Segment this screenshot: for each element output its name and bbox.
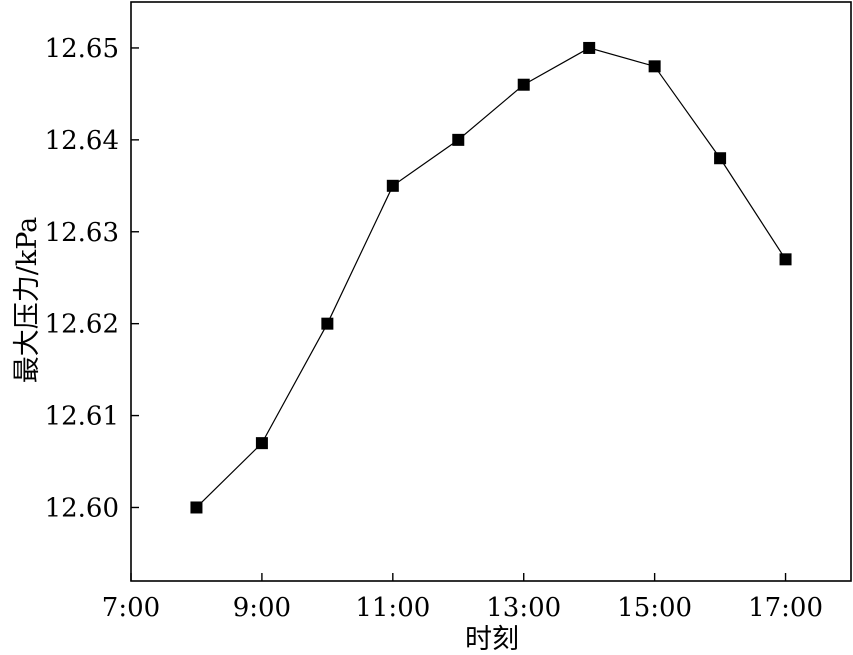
x-tick-label: 13:00: [486, 593, 561, 623]
y-tick-label: 12.62: [45, 310, 119, 340]
y-tick-label: 12.61: [45, 402, 119, 432]
data-point-marker: [583, 41, 596, 54]
x-tick-label: 11:00: [355, 593, 430, 623]
data-point-marker: [321, 317, 334, 330]
y-tick-label: 12.64: [45, 126, 119, 156]
plot-frame: [130, 1, 852, 582]
x-tick-label: 9:00: [233, 593, 291, 623]
x-tick-label: 15:00: [617, 593, 692, 623]
series-layer: [190, 41, 792, 514]
data-point-marker: [714, 152, 727, 165]
x-axis-title: 时刻: [465, 624, 519, 655]
y-tick-label: 12.65: [45, 34, 119, 64]
y-tick-label: 12.63: [45, 218, 119, 248]
series-line: [196, 47, 787, 508]
data-point-marker: [517, 78, 530, 91]
data-point-marker: [648, 60, 661, 73]
data-point-marker: [779, 253, 792, 266]
data-point-marker: [255, 437, 268, 450]
data-point-marker: [452, 133, 465, 146]
y-axis: 12.60 12.61 12.62 12.63 12.64 12.65: [45, 34, 139, 523]
data-point-marker: [190, 501, 203, 514]
plot-border: [130, 1, 852, 582]
data-point-marker: [386, 179, 399, 192]
y-tick-label: 12.60: [45, 493, 119, 523]
x-axis: 7:00 9:00 11:00 13:00 15:00 17:00: [102, 573, 823, 623]
x-tick-label: 17:00: [748, 593, 823, 623]
x-tick-label: 7:00: [102, 593, 160, 623]
y-axis-title: 最大压力/kPa: [12, 217, 43, 384]
